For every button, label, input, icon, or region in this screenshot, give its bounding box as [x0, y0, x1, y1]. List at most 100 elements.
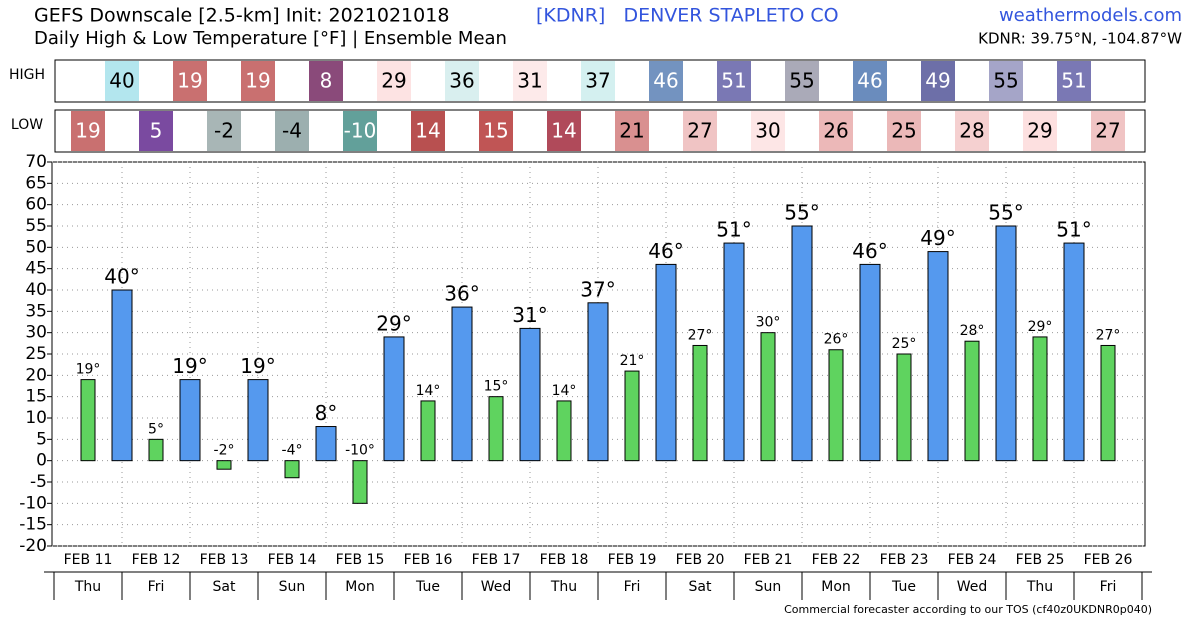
y-tick-label: 40 — [25, 280, 47, 300]
weekday-label: Thu — [1026, 579, 1053, 595]
bar — [859, 263, 881, 462]
table-cell — [479, 111, 513, 151]
y-tick-label: 5 — [36, 429, 47, 449]
y-tick-label: -15 — [19, 515, 47, 535]
table-value: 14 — [551, 119, 576, 143]
table-value: 5 — [150, 119, 163, 143]
value-label: 55° — [784, 201, 819, 225]
table-cell — [445, 61, 479, 101]
table-value: 27 — [687, 119, 712, 143]
value-label: 31° — [512, 303, 547, 327]
subtitle: Daily High & Low Temperature [°F] | Ense… — [34, 28, 507, 49]
table-cell — [615, 111, 649, 151]
table-cell — [1023, 111, 1057, 151]
table-value: 40 — [109, 69, 134, 93]
weekday-label: Sun — [755, 579, 782, 595]
y-tick-label: 35 — [25, 301, 47, 321]
table-value: 51 — [721, 69, 746, 93]
bar — [519, 327, 541, 462]
value-label: 21° — [620, 353, 645, 369]
table-value: 25 — [891, 119, 916, 143]
bar — [1063, 242, 1085, 462]
table-cell — [1057, 61, 1091, 101]
x-tick-label: FEB 14 — [268, 552, 317, 568]
table-value: 31 — [517, 69, 542, 93]
bar — [216, 460, 232, 470]
value-label: 55° — [988, 201, 1023, 225]
value-label: 37° — [580, 277, 615, 301]
y-tick-label: 50 — [25, 237, 47, 257]
bar — [723, 242, 745, 462]
x-tick-label: FEB 16 — [404, 552, 453, 568]
table-cell — [377, 61, 411, 101]
value-label: 14° — [416, 383, 441, 399]
weekday-label: Wed — [481, 579, 512, 595]
bar — [148, 438, 164, 462]
table-cell — [343, 111, 377, 151]
table-cell — [581, 61, 615, 101]
table-cell — [309, 61, 343, 101]
y-tick-label: -10 — [19, 493, 47, 513]
value-label: 19° — [76, 362, 101, 378]
table-value: 51 — [1061, 69, 1086, 93]
row-label: HIGH — [9, 67, 45, 83]
table-cell — [71, 111, 105, 151]
low-row-box — [54, 109, 1146, 153]
bar — [488, 396, 504, 462]
table-cell — [547, 111, 581, 151]
table-value: 30 — [755, 119, 780, 143]
bar — [80, 379, 96, 462]
x-tick-label: FEB 19 — [608, 552, 657, 568]
table-value: 29 — [381, 69, 406, 93]
y-tick-label: 0 — [36, 451, 47, 471]
table-cell — [955, 111, 989, 151]
table-value: 8 — [320, 69, 333, 93]
table-cell — [683, 111, 717, 151]
table-value: -2 — [214, 119, 234, 143]
weekday-label: Sat — [689, 579, 712, 595]
y-tick-label: -20 — [19, 536, 47, 556]
x-tick-label: FEB 24 — [948, 552, 997, 568]
table-cell — [717, 61, 751, 101]
x-tick-label: FEB 15 — [336, 552, 385, 568]
site: weathermodels.com — [999, 5, 1182, 26]
bar — [995, 225, 1017, 462]
table-cell — [989, 61, 1023, 101]
y-tick-label: 10 — [25, 408, 47, 428]
bar — [760, 332, 776, 462]
weekday-label: Sun — [279, 579, 306, 595]
value-label: 15° — [484, 379, 509, 395]
table-value: 14 — [415, 119, 440, 143]
bar — [247, 379, 269, 462]
bar — [352, 460, 368, 504]
table-cell — [887, 111, 921, 151]
value-label: 29° — [1028, 319, 1053, 335]
value-label: 29° — [376, 311, 411, 335]
y-tick-label: 65 — [25, 173, 47, 193]
table-cell — [513, 61, 547, 101]
table-value: -10 — [344, 119, 377, 143]
x-tick-label: FEB 23 — [880, 552, 929, 568]
bar — [284, 460, 300, 479]
station: [KDNR] DENVER STAPLETO CO — [536, 5, 839, 27]
bar — [111, 289, 133, 462]
value-label: 28° — [960, 323, 985, 339]
value-label: 46° — [852, 239, 887, 263]
table-cell — [649, 61, 683, 101]
weekday-label: Fri — [624, 579, 641, 595]
weekday-label: Tue — [891, 579, 916, 595]
table-value: 29 — [1027, 119, 1052, 143]
table-cell — [207, 111, 241, 151]
bar — [420, 400, 436, 462]
value-label: 46° — [648, 239, 683, 263]
y-tick-label: 15 — [25, 387, 47, 407]
value-label: -2° — [214, 443, 235, 459]
bar — [964, 340, 980, 462]
value-label: 26° — [824, 332, 849, 348]
table-cell — [173, 61, 207, 101]
value-label: 8° — [315, 401, 338, 425]
weekday-label: Tue — [415, 579, 440, 595]
bar — [315, 426, 337, 462]
weekday-label: Thu — [74, 579, 101, 595]
